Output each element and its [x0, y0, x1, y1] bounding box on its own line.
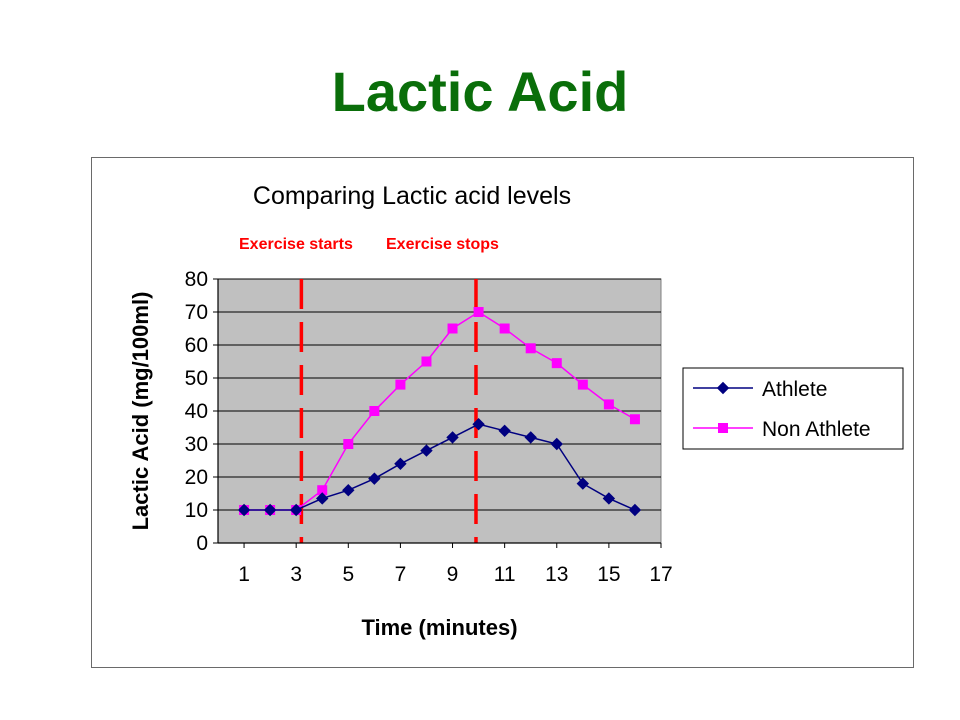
- data-point: [289, 503, 303, 517]
- data-point: [473, 307, 484, 317]
- annotation-label: Exercise starts: [239, 236, 353, 253]
- legend-label: Athlete: [762, 378, 827, 401]
- data-point: [551, 358, 562, 369]
- y-tick-label: 50: [185, 367, 208, 390]
- legend: Athlete Non Athlete: [682, 367, 904, 450]
- data-point: [525, 343, 536, 354]
- x-tick-label: 7: [395, 563, 407, 586]
- x-tick-label: 15: [597, 563, 620, 586]
- legend-item: Athlete: [693, 378, 827, 401]
- slide-title: Lactic Acid: [331, 60, 629, 123]
- legend-swatch-marker: [718, 423, 728, 433]
- data-point: [472, 417, 485, 431]
- annotation-lines: Exercise starts Exercise stops: [239, 236, 499, 543]
- series-non-athlete: [239, 307, 640, 515]
- y-tick-label: 20: [185, 466, 208, 489]
- y-tick-label: 60: [185, 334, 208, 357]
- data-point: [629, 414, 640, 425]
- data-point: [550, 437, 563, 451]
- series-athlete: [237, 417, 642, 517]
- data-point: [343, 439, 354, 449]
- y-tick-label: 70: [185, 301, 208, 324]
- data-point: [576, 477, 590, 490]
- x-tick-label: 13: [545, 563, 568, 586]
- x-tick-label: 9: [447, 563, 459, 586]
- data-point: [603, 399, 614, 410]
- data-point: [237, 503, 251, 517]
- data-point: [368, 472, 381, 485]
- data-point: [263, 503, 277, 517]
- x-tick-label: 17: [649, 563, 672, 586]
- data-point: [316, 492, 329, 505]
- data-point: [420, 444, 433, 457]
- data-point: [577, 379, 588, 390]
- chart-title: Comparing Lactic acid levels: [253, 182, 571, 210]
- legend-swatch-marker: [716, 381, 730, 395]
- y-tick-label: 40: [185, 400, 208, 423]
- y-tick-label: 10: [185, 499, 208, 522]
- x-tick-label: 5: [342, 563, 354, 586]
- series-line: [244, 311, 636, 511]
- y-tick-label: 80: [185, 268, 208, 291]
- chart-frame: Comparing Lactic acid levels Exercise st…: [91, 157, 914, 668]
- series-line: [244, 423, 636, 511]
- x-tick-label: 1: [238, 563, 250, 586]
- annotation-label: Exercise stops: [386, 236, 499, 253]
- data-point: [421, 356, 432, 367]
- line-chart: Comparing Lactic acid levels Exercise st…: [128, 182, 904, 640]
- data-point: [317, 485, 328, 496]
- legend-item: Non Athlete: [693, 418, 871, 441]
- y-tick-label: 30: [185, 433, 208, 456]
- data-point: [524, 431, 537, 444]
- y-tick-label: 0: [196, 532, 208, 555]
- y-axis-title: Lactic Acid (mg/100ml): [128, 292, 153, 531]
- data-point: [447, 323, 458, 334]
- series-group: [237, 307, 642, 517]
- x-tick-label: 3: [290, 563, 302, 586]
- data-point: [395, 379, 406, 390]
- data-point: [394, 457, 407, 471]
- data-point: [602, 492, 616, 505]
- data-point: [499, 323, 510, 334]
- data-point: [369, 406, 380, 416]
- legend-label: Non Athlete: [762, 418, 871, 441]
- x-axis-title: Time (minutes): [361, 615, 517, 640]
- x-tick-label: 11: [494, 563, 516, 586]
- data-point: [446, 431, 459, 444]
- data-point: [628, 503, 642, 517]
- data-point: [498, 424, 511, 438]
- legend-box: [682, 367, 904, 450]
- data-point: [342, 483, 355, 497]
